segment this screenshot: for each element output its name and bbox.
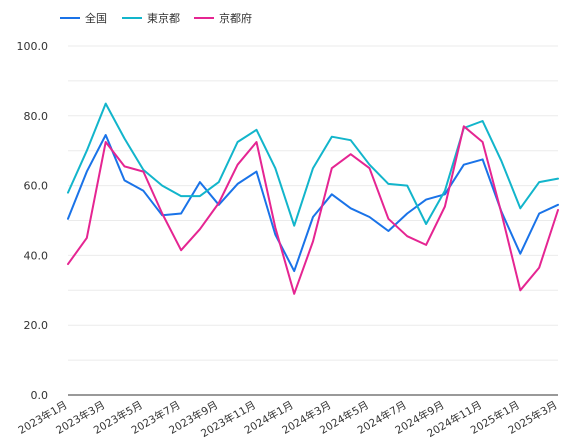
y-axis-ticks: 0.0 20.0 40.0 60.0 80.0 100.0: [17, 40, 49, 402]
grid: [68, 45, 558, 396]
legend: 全国 東京都 京都府: [60, 11, 252, 25]
series-line-2: [67, 125, 559, 295]
y-tick-label: 60.0: [24, 180, 49, 193]
y-tick-label: 100.0: [17, 40, 49, 53]
y-tick-label: 20.0: [24, 319, 49, 332]
legend-label: 全国: [85, 11, 107, 25]
y-tick-label: 0.0: [31, 389, 49, 402]
series-line-0: [67, 134, 559, 273]
legend-label: 京都府: [219, 11, 252, 25]
y-tick-label: 40.0: [24, 249, 49, 262]
series-line-1: [67, 102, 559, 227]
series-lines: [67, 102, 559, 295]
y-tick-label: 80.0: [24, 110, 49, 123]
x-axis-ticks: 2023年1月2023年3月2023年5月2023年7月2023年9月2023年…: [16, 398, 560, 440]
legend-label: 東京都: [147, 11, 180, 25]
